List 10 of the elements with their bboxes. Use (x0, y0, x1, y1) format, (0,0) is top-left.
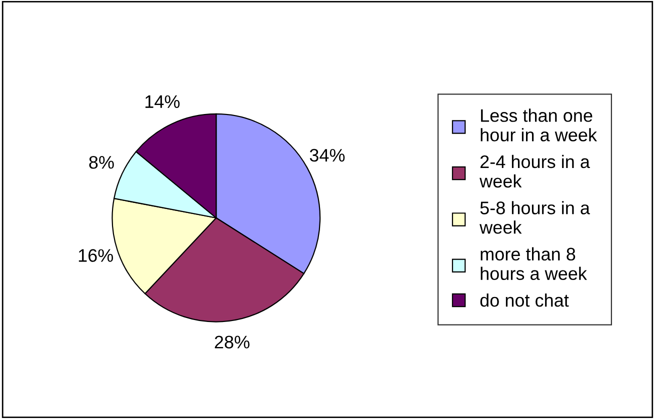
data-label: 34% (310, 148, 345, 162)
legend-label: 5-8 hours in a week (480, 201, 590, 234)
data-label: 8% (89, 156, 114, 169)
data-label: 16% (78, 249, 114, 262)
legend-label: 2-4 hours in a week (480, 154, 590, 188)
legend-label: more than 8 hours a week (480, 247, 587, 280)
data-label: 28% (214, 336, 250, 348)
data-label: 14% (145, 95, 180, 108)
legend-label: Less than one hour in a week (480, 108, 598, 142)
legend-label: do not chat (480, 294, 569, 307)
